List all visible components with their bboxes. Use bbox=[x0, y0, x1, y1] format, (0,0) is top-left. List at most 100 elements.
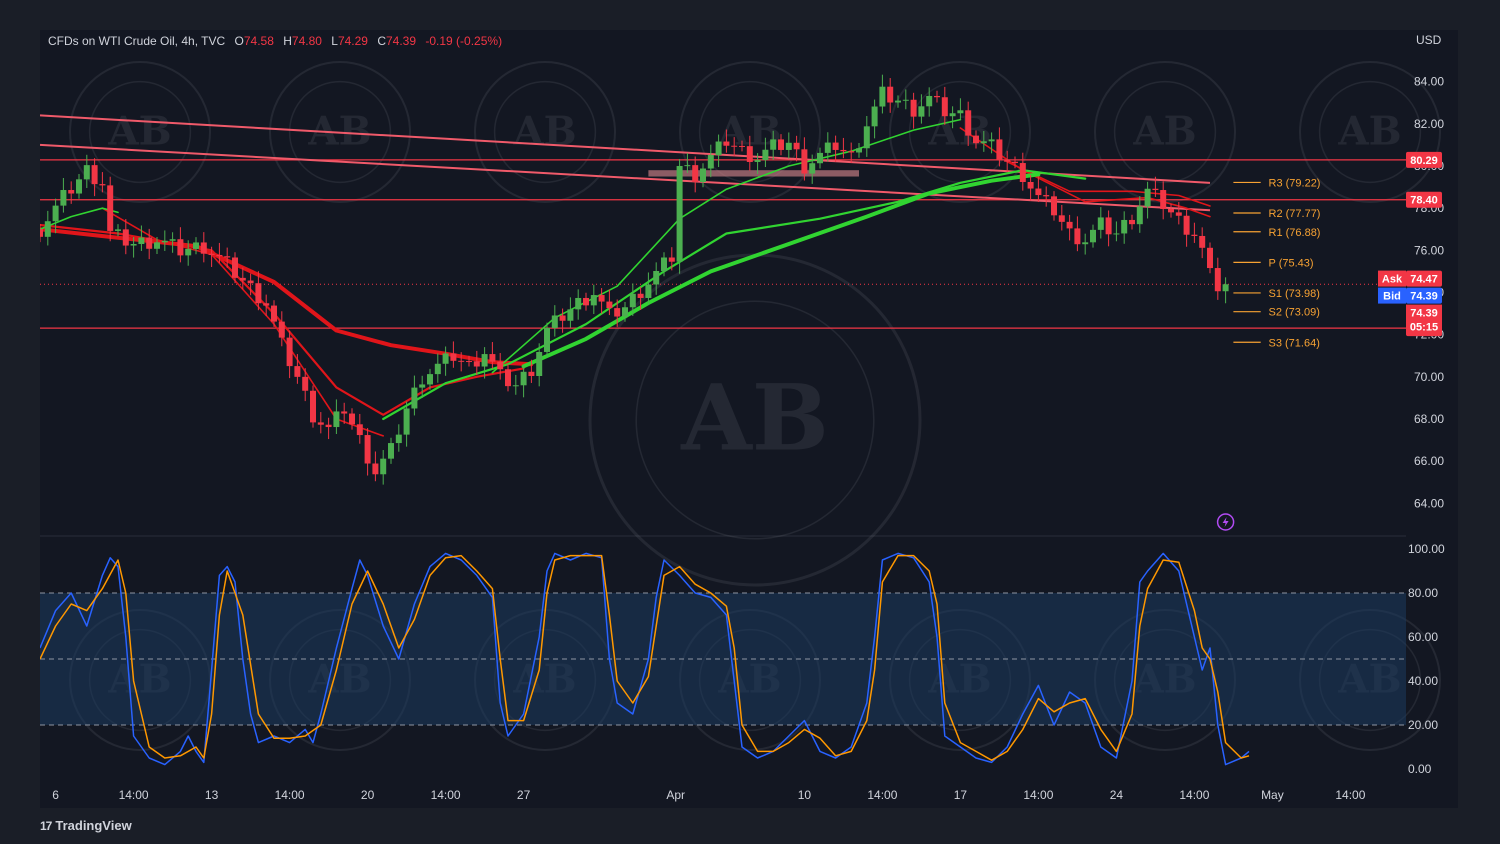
candle-body bbox=[193, 242, 199, 249]
y-tick-label: 84.00 bbox=[1414, 75, 1444, 89]
low-label: L bbox=[331, 34, 338, 48]
symbol-title[interactable]: CFDs on WTI Crude Oil, 4h, TVC bbox=[48, 34, 226, 48]
candle-body bbox=[1144, 188, 1151, 207]
candle-body bbox=[489, 354, 496, 362]
seal-inner-ring bbox=[288, 80, 392, 184]
candle-body bbox=[44, 221, 51, 237]
ask-label: Ask bbox=[1382, 274, 1403, 286]
candle-body bbox=[466, 361, 472, 363]
candle-body bbox=[614, 308, 621, 317]
candle-body bbox=[645, 284, 652, 298]
candle-body bbox=[754, 160, 761, 162]
candle-body bbox=[809, 163, 816, 174]
candle-body bbox=[40, 229, 43, 237]
candle-body bbox=[887, 86, 894, 103]
candle-body bbox=[762, 149, 769, 161]
candle-body bbox=[684, 165, 691, 167]
pivot-label: S2 (73.09) bbox=[1269, 307, 1320, 319]
candle-body bbox=[481, 354, 488, 367]
candle-body bbox=[879, 86, 886, 107]
candle-body bbox=[310, 390, 316, 423]
candle-body bbox=[497, 361, 504, 370]
candle-body bbox=[1222, 284, 1229, 292]
ab-academy-seal-icon bbox=[269, 61, 411, 203]
candle-body bbox=[988, 139, 995, 142]
candle-body bbox=[965, 110, 972, 136]
candle-body bbox=[926, 95, 933, 107]
candle-body bbox=[395, 434, 402, 444]
candle-body bbox=[957, 110, 964, 114]
candle-body bbox=[1113, 233, 1120, 235]
ab-academy-seal-icon bbox=[889, 61, 1031, 203]
candle-body bbox=[419, 384, 426, 388]
x-tick-label: 13 bbox=[205, 788, 219, 802]
price-chart[interactable]: ABABABABABABABABABABABABABABAB84.0082.00… bbox=[40, 30, 1458, 808]
candle-body bbox=[653, 270, 660, 285]
candle-body bbox=[255, 283, 262, 304]
candle-body bbox=[661, 257, 667, 271]
x-tick-label: 14:00 bbox=[1179, 788, 1209, 802]
y-tick-label: 82.00 bbox=[1414, 117, 1444, 131]
watermark-text: AB bbox=[1337, 109, 1401, 155]
level-tag: 78.40 bbox=[1410, 195, 1438, 207]
candle-body bbox=[856, 148, 862, 153]
tradingview-brand[interactable]: 17 TradingView bbox=[40, 818, 132, 833]
candle-body bbox=[731, 145, 738, 147]
candle-body bbox=[840, 149, 847, 152]
candle-body bbox=[700, 168, 706, 183]
high-label: H bbox=[283, 34, 292, 48]
oscillator-y-tick: 60.00 bbox=[1408, 630, 1438, 644]
symbol-header: CFDs on WTI Crude Oil, 4h, TVC O74.58 H7… bbox=[48, 34, 502, 48]
change-value: -0.19 (-0.25%) bbox=[425, 34, 503, 48]
oscillator-y-tick: 80.00 bbox=[1408, 586, 1438, 600]
x-tick-label: 14:00 bbox=[431, 788, 461, 802]
seal-inner-ring bbox=[1318, 80, 1422, 184]
candle-body bbox=[505, 369, 511, 387]
candle-body bbox=[785, 142, 792, 150]
candle-body bbox=[629, 293, 636, 308]
candle-body bbox=[1152, 188, 1159, 191]
candle-body bbox=[528, 371, 535, 377]
lightning-glyph bbox=[1222, 517, 1229, 527]
candle-body bbox=[161, 240, 168, 243]
candle-body bbox=[341, 411, 348, 414]
candle-body bbox=[910, 99, 917, 117]
candle-body bbox=[692, 165, 699, 183]
oscillator-y-tick: 100.00 bbox=[1408, 542, 1445, 556]
candle-body bbox=[1136, 206, 1143, 225]
seal-inner-ring bbox=[493, 80, 597, 184]
candle-body bbox=[817, 152, 823, 164]
candle-body bbox=[1066, 221, 1073, 229]
seal-inner-ring bbox=[88, 80, 192, 184]
candle-body bbox=[567, 309, 574, 321]
seal-inner-ring bbox=[698, 80, 802, 184]
candle-body bbox=[1074, 228, 1081, 245]
ask-value-bg bbox=[1406, 270, 1442, 287]
candle-body bbox=[60, 190, 67, 206]
candle-body bbox=[286, 337, 293, 367]
chart-area[interactable]: ABABABABABABABABABABABABABABAB84.0082.00… bbox=[40, 30, 1458, 808]
candle-body bbox=[824, 142, 831, 153]
candle-body bbox=[622, 307, 628, 317]
candle-body bbox=[863, 126, 870, 149]
candle-body bbox=[216, 254, 223, 257]
x-tick-label: May bbox=[1261, 788, 1284, 802]
candle-body bbox=[380, 458, 387, 475]
candle-body bbox=[801, 149, 808, 174]
candle-body bbox=[715, 141, 722, 156]
tradingview-logo-icon: 17 bbox=[40, 818, 52, 833]
x-tick-label: 14:00 bbox=[1023, 788, 1053, 802]
candle-body bbox=[325, 424, 332, 428]
trendline bbox=[40, 143, 1211, 212]
candle-body bbox=[138, 237, 145, 244]
bid-value: 74.39 bbox=[1410, 291, 1438, 303]
candle-body bbox=[107, 185, 114, 231]
open-value: 74.58 bbox=[243, 34, 274, 48]
candle-body bbox=[980, 141, 987, 144]
candle-body bbox=[668, 257, 675, 262]
candle-body bbox=[1012, 161, 1018, 164]
candle-body bbox=[871, 106, 878, 127]
x-tick-label: 10 bbox=[798, 788, 812, 802]
ab-academy-seal-icon bbox=[69, 61, 211, 203]
last-price-value: 74.39 bbox=[1410, 308, 1438, 320]
